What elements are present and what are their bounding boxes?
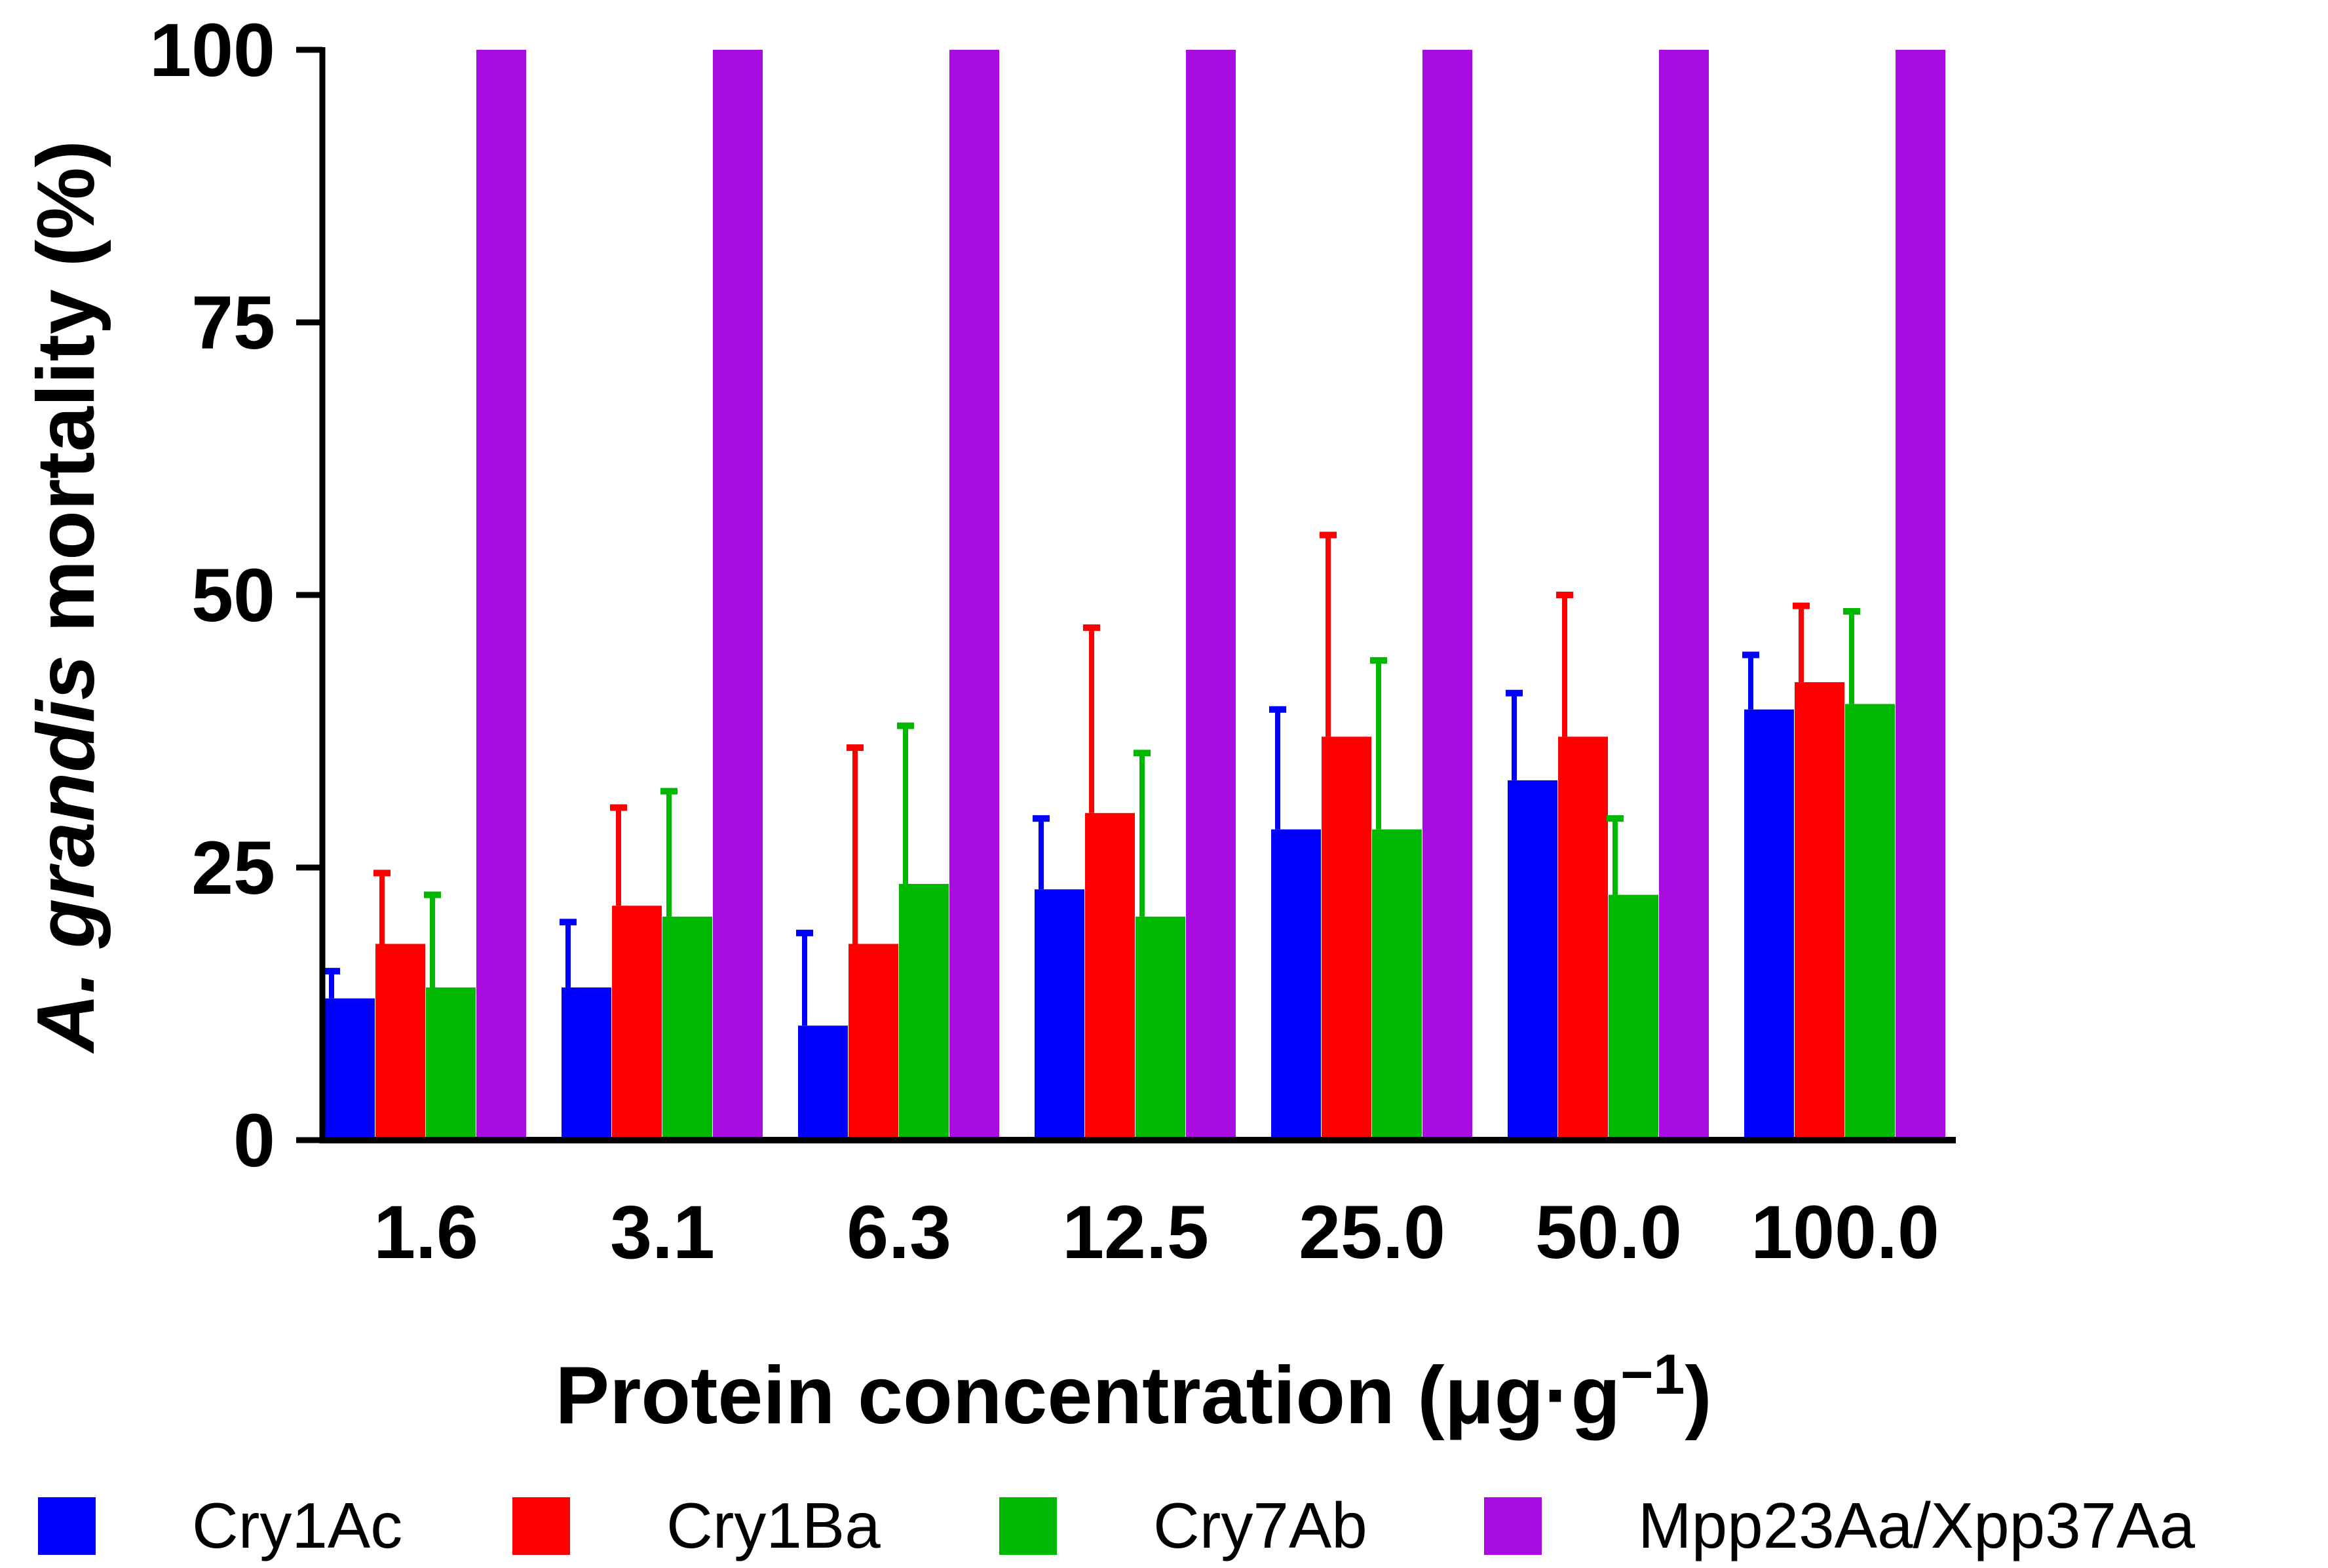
bar-mpp23aa-xpp37aa-3.1 [713, 50, 763, 1140]
y-tick-label-25: 25 [191, 826, 275, 910]
bar-cry1ba-1.6 [375, 944, 425, 1140]
bar-cry1ac-12.5 [1035, 889, 1084, 1140]
legend-swatch-cry1ac [38, 1497, 96, 1555]
y-tick-label-75: 75 [191, 281, 275, 365]
bar-cry1ba-6.3 [849, 944, 898, 1140]
bar-cry1ba-12.5 [1085, 813, 1135, 1140]
x-tick-label-3.1: 3.1 [610, 1191, 715, 1274]
x-tick-label-100.0: 100.0 [1751, 1191, 1939, 1274]
y-tick-label-50: 50 [191, 554, 275, 638]
x-tick-label-25.0: 25.0 [1299, 1191, 1445, 1274]
bar-mpp23aa-xpp37aa-6.3 [949, 50, 999, 1140]
legend-label-cry1ac: Cry1Ac [192, 1489, 402, 1561]
bar-cry1ba-3.1 [612, 906, 662, 1140]
legend-swatch-cry1ba [512, 1497, 570, 1555]
y-axis-title-italic: A. grandis [21, 655, 111, 1054]
legend: Cry1Ac Cry1Ba Cry7Ab Mpp23Aa/Xpp37Aa [38, 1489, 2195, 1561]
legend-label-cry1ba: Cry1Ba [666, 1489, 881, 1561]
bar-cry7ab-100.0 [1845, 704, 1895, 1140]
x-tick-label-12.5: 12.5 [1062, 1191, 1209, 1274]
bar-mpp23aa-xpp37aa-50.0 [1659, 50, 1709, 1140]
bar-cry1ac-6.3 [798, 1025, 848, 1140]
y-tick-label-100: 100 [149, 9, 275, 92]
x-axis-title-superscript: −1 [1620, 1343, 1685, 1406]
bar-mpp23aa-xpp37aa-1.6 [476, 50, 526, 1140]
bar-cry7ab-1.6 [426, 987, 476, 1140]
bar-cry1ba-100.0 [1795, 682, 1844, 1140]
x-tick-label-6.3: 6.3 [847, 1191, 951, 1274]
bar-cry7ab-12.5 [1135, 916, 1185, 1140]
x-tick-labels: 1.6 3.1 6.3 12.5 25.0 50.0 100.0 [373, 1191, 1939, 1274]
bars-layer [325, 50, 1945, 1140]
bar-mpp23aa-xpp37aa-25.0 [1422, 50, 1472, 1140]
x-axis-title: Protein concentration (μg·g−1) [555, 1343, 1711, 1441]
x-tick-label-1.6: 1.6 [373, 1191, 478, 1274]
bar-mpp23aa-xpp37aa-100.0 [1896, 50, 1945, 1140]
legend-swatch-cry7ab [999, 1497, 1057, 1555]
bar-cry7ab-6.3 [899, 883, 949, 1140]
bar-mpp23aa-xpp37aa-12.5 [1186, 50, 1236, 1140]
bar-cry1ac-25.0 [1271, 829, 1321, 1140]
x-tick-label-50.0: 50.0 [1535, 1191, 1682, 1274]
bar-cry7ab-50.0 [1609, 894, 1658, 1140]
bar-cry7ab-3.1 [662, 916, 712, 1140]
legend-label-mpp23aa-xpp37aa: Mpp23Aa/Xpp37Aa [1638, 1489, 2195, 1561]
bar-cry1ba-25.0 [1322, 736, 1371, 1140]
legend-label-cry7ab: Cry7Ab [1153, 1489, 1367, 1561]
legend-swatch-mpp23aa-xpp37aa [1484, 1497, 1542, 1555]
bar-cry7ab-25.0 [1372, 829, 1422, 1140]
bar-cry1ac-3.1 [562, 987, 611, 1140]
bar-cry1ac-1.6 [325, 998, 375, 1140]
y-axis-title: A. grandis mortality (%) [21, 140, 111, 1054]
bar-cry1ac-100.0 [1744, 709, 1794, 1140]
y-ticks: 0 25 50 75 100 [149, 9, 322, 1183]
y-tick-label-0: 0 [233, 1099, 275, 1183]
error-bars-layer [323, 531, 1860, 1026]
bar-cry1ac-50.0 [1508, 780, 1557, 1140]
bar-cry1ba-50.0 [1558, 736, 1608, 1140]
